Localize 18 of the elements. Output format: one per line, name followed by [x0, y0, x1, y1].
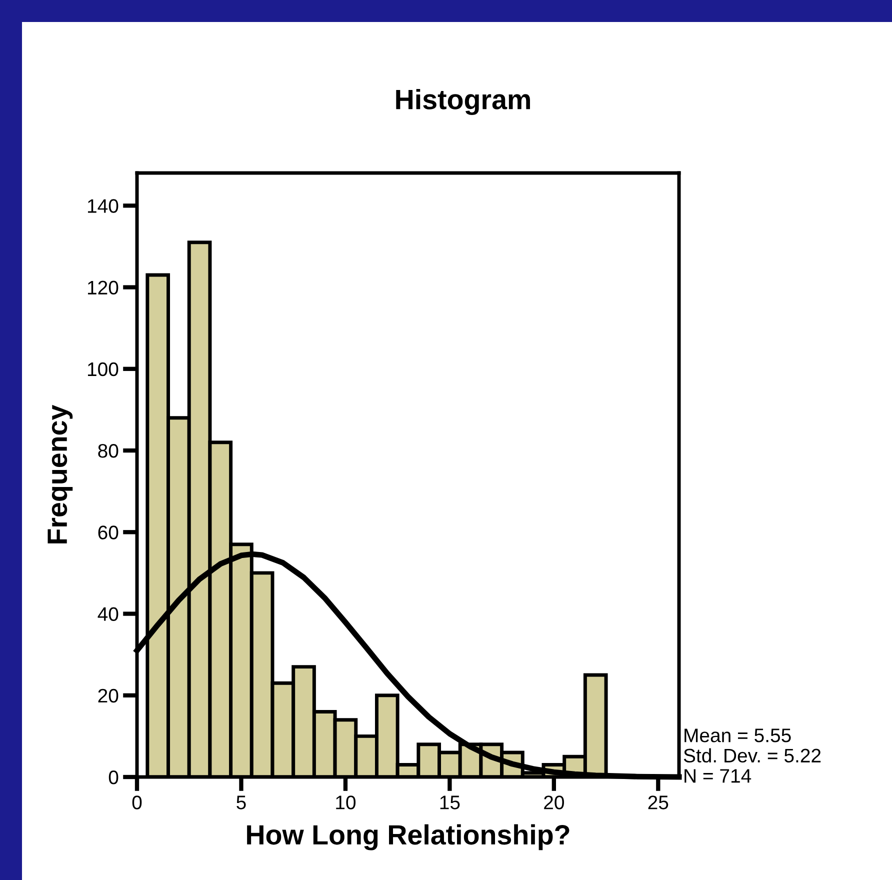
x-tick-label: 0 [132, 796, 142, 810]
y-tick-label: 140 [88, 199, 118, 213]
x-tick-label: 15 [440, 796, 460, 810]
x-tick-label: 10 [336, 796, 356, 810]
y-tick-label: 20 [98, 688, 118, 703]
y-tick-label: 120 [88, 280, 118, 295]
y-tick-label: 80 [98, 444, 118, 458]
text: Mean = 5.55 Std. Dev. = 5.22 N = 714 [684, 728, 821, 783]
y-tick-label: 0 [108, 770, 118, 784]
y-axis-title: Frequency [48, 404, 73, 544]
x-tick-label: 25 [648, 796, 668, 810]
x-tick-label: 20 [544, 796, 564, 810]
x-tick-label: 5 [236, 796, 246, 810]
chart-title: Histogram [396, 88, 530, 116]
y-tick-label: 60 [98, 526, 118, 540]
y-tick-label: 40 [98, 607, 118, 621]
x-axis-title: How Long Relationship? [247, 824, 570, 850]
y-tick-label: 100 [88, 362, 118, 376]
